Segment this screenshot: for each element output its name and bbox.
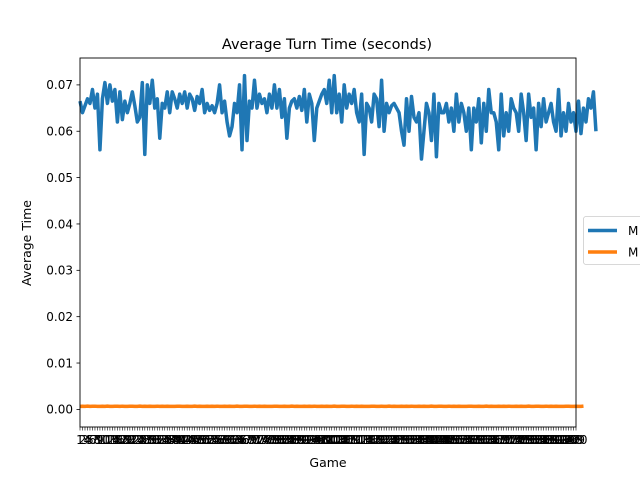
y-tick-label: 0.02 xyxy=(46,310,73,324)
y-tick-label: 0.03 xyxy=(46,264,73,278)
y-tick-label: 0.01 xyxy=(46,356,73,370)
legend-label-1: M xyxy=(628,224,638,238)
x-axis-label: Game xyxy=(309,455,347,470)
y-tick-label: 0.04 xyxy=(46,217,73,231)
y-tick-label: 0.06 xyxy=(46,125,73,139)
legend-label-2: M xyxy=(628,245,638,259)
y-tick-label: 0.07 xyxy=(46,78,73,92)
y-tick-label: 0.00 xyxy=(46,403,73,417)
y-axis-label: Average Time xyxy=(19,200,34,286)
x-tick-label: 200 xyxy=(565,433,588,447)
chart-title: Average Turn Time (seconds) xyxy=(222,37,432,53)
y-tick-label: 0.05 xyxy=(46,171,73,185)
legend: MM xyxy=(584,217,640,265)
